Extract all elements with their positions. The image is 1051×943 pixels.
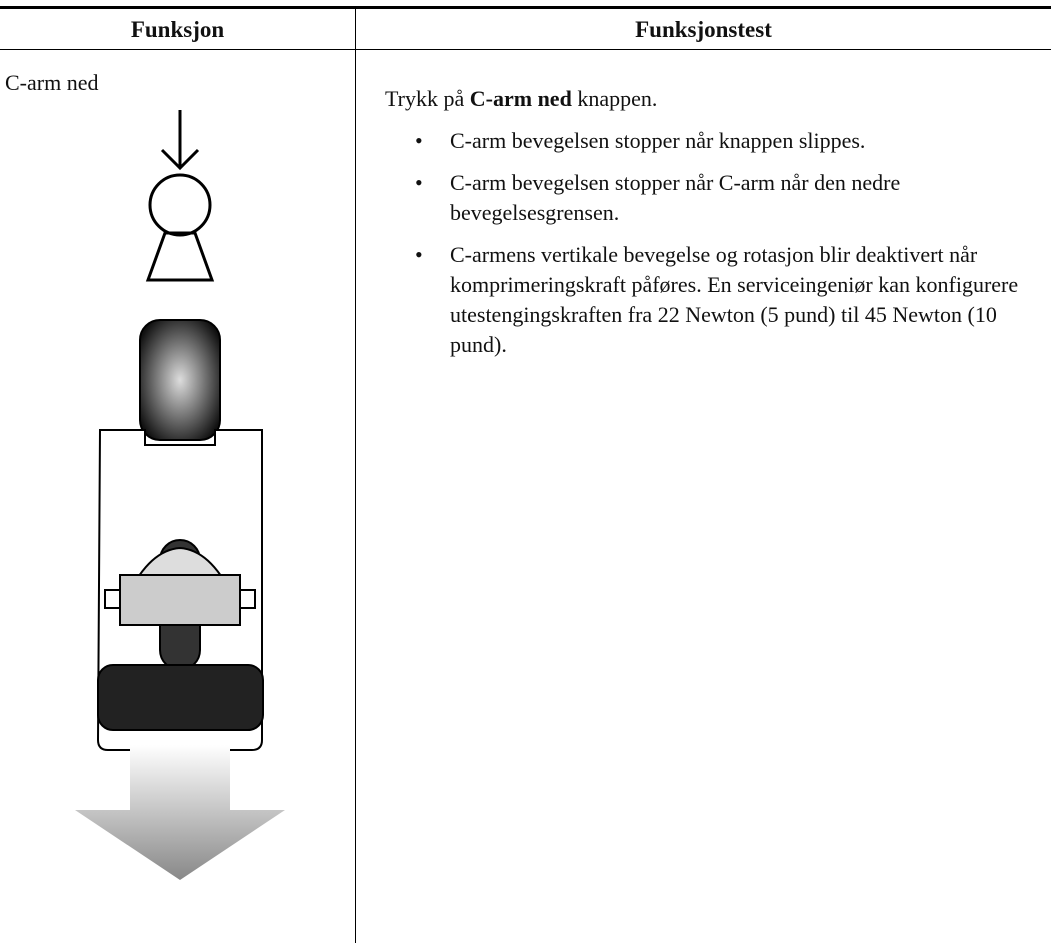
bullet: C-armens vertikale bevegelse og rotasjon… xyxy=(385,240,1045,360)
header-cell: Funksjon xyxy=(130,17,225,42)
illustration xyxy=(75,110,285,880)
function-name: C-arm ned xyxy=(5,70,99,95)
intro-text: Trykk på xyxy=(385,86,470,111)
top-rule xyxy=(0,6,1051,9)
column-divider xyxy=(355,6,356,943)
header-cell: Funksjonstest xyxy=(635,17,772,42)
header-rule xyxy=(0,49,1051,50)
intro-text: knappen. xyxy=(571,86,658,111)
bullet-list: C-arm bevegelsen stopper når knappen sli… xyxy=(385,126,1045,372)
intro-button: C-arm ned xyxy=(469,86,572,111)
bullet: C-arm bevegelsen stopper når knappen sli… xyxy=(385,126,1045,156)
bullet: C-arm bevegelsen stopper når C-arm når d… xyxy=(385,168,1045,228)
test-intro: Trykk på C-arm ned knappen. xyxy=(385,84,657,114)
